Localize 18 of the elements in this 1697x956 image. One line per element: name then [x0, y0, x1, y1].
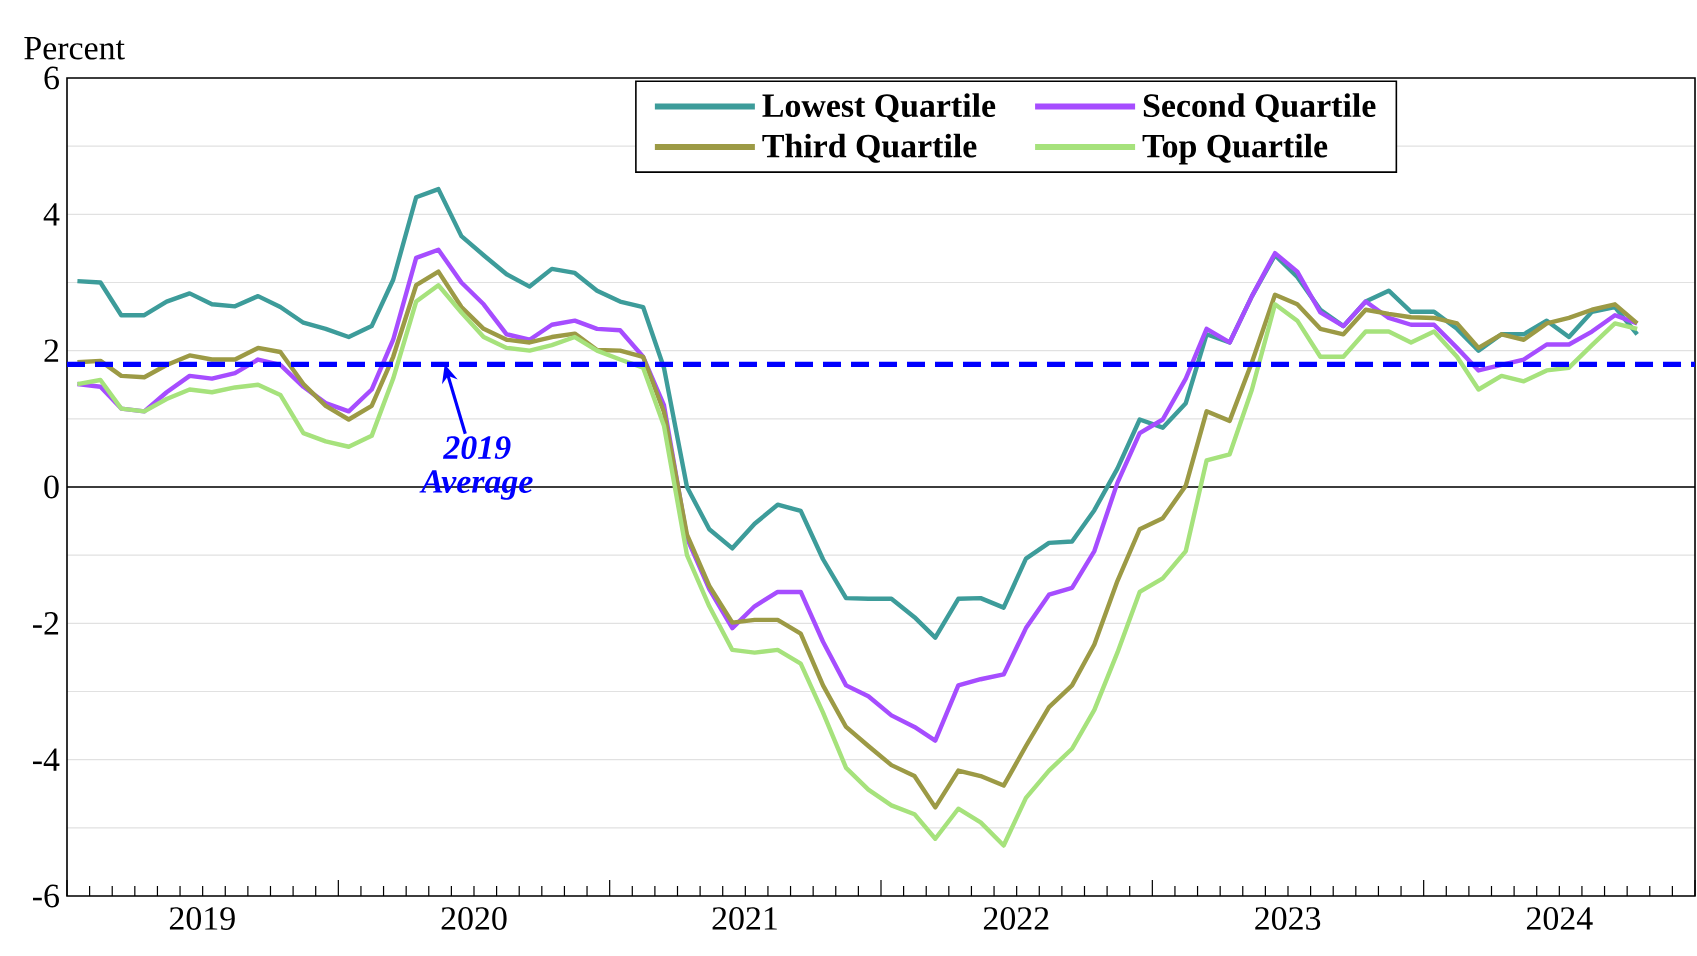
y-tick-label: -2 — [32, 612, 59, 635]
x-tick-label: 2019 — [169, 907, 235, 930]
y-tick-label: -6 — [32, 884, 59, 908]
legend-label: Third Quartile — [762, 133, 977, 163]
y-axis-title: Percent — [24, 37, 125, 60]
y-tick-label: 6 — [44, 66, 59, 90]
x-tick-label: 2021 — [712, 907, 777, 930]
x-tick-label: 2022 — [983, 907, 1049, 930]
legend-label: Second Quartile — [1143, 93, 1376, 123]
x-tick-label: 2023 — [1255, 907, 1321, 930]
legend-label: Lowest Quartile — [762, 93, 996, 123]
x-tick-label: 2020 — [441, 907, 507, 930]
y-tick-label: -4 — [32, 748, 60, 771]
legend-label: Top Quartile — [1142, 133, 1328, 165]
y-tick-label: 0 — [44, 475, 59, 499]
x-tick-label: 2024 — [1526, 907, 1593, 930]
y-tick-label: 4 — [43, 203, 60, 226]
y-tick-label: 2 — [44, 339, 59, 362]
